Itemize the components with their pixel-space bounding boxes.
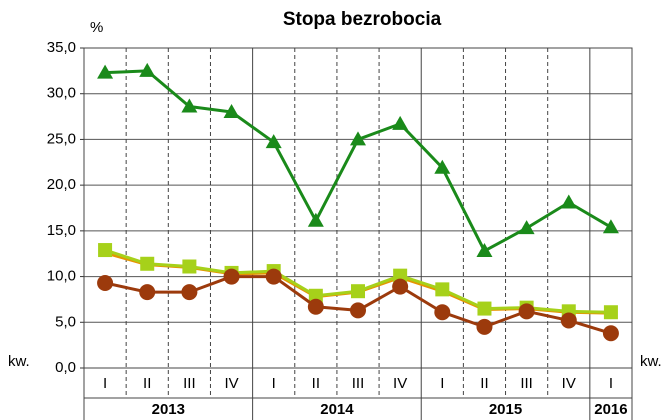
x-tick-label: I xyxy=(609,375,613,392)
year-label: 2013 xyxy=(152,401,185,418)
year-label: 2015 xyxy=(489,401,522,418)
y-tick-label: 10,0 xyxy=(47,268,76,285)
x-tick-label: III xyxy=(352,375,365,392)
x-unit-right: kw. xyxy=(640,353,662,370)
marker xyxy=(393,268,408,283)
marker xyxy=(518,220,535,235)
x-tick-label: I xyxy=(103,375,107,392)
x-tick-label: I xyxy=(272,375,276,392)
x-tick-label: IV xyxy=(393,375,407,392)
y-tick-label: 30,0 xyxy=(47,85,76,102)
marker xyxy=(351,284,365,299)
x-tick-label: III xyxy=(183,375,196,392)
marker xyxy=(181,98,198,113)
year-label: 2014 xyxy=(320,401,354,418)
marker xyxy=(307,212,324,227)
year-label: 2016 xyxy=(594,401,627,418)
marker xyxy=(560,194,577,209)
x-unit-left: kw. xyxy=(8,353,30,370)
marker xyxy=(223,104,240,118)
chart-title: Stopa bezrobocia xyxy=(283,9,442,30)
marker xyxy=(476,318,493,335)
x-tick-label: IV xyxy=(562,375,576,392)
marker xyxy=(182,259,197,274)
marker xyxy=(181,284,198,301)
marker xyxy=(350,131,366,146)
marker xyxy=(307,298,324,315)
marker xyxy=(308,288,323,303)
x-tick-label: II xyxy=(312,375,320,392)
y-tick-label: 5,0 xyxy=(55,313,76,330)
plot-frame xyxy=(83,47,633,369)
marker xyxy=(140,256,155,271)
y-tick-label: 20,0 xyxy=(47,176,76,193)
y-tick-label: 25,0 xyxy=(47,130,76,147)
marker xyxy=(477,301,492,316)
marker xyxy=(476,242,493,257)
marker xyxy=(602,219,619,234)
marker xyxy=(97,64,114,79)
y-tick-label: 35,0 xyxy=(47,39,76,56)
marker xyxy=(602,325,619,342)
marker xyxy=(518,303,535,320)
x-tick-label: II xyxy=(143,375,151,392)
y-unit: % xyxy=(90,19,103,36)
marker xyxy=(265,134,282,149)
x-tick-label: I xyxy=(440,375,444,392)
marker xyxy=(265,268,282,285)
marker xyxy=(435,282,450,297)
marker xyxy=(139,62,156,77)
y-tick-label: 0,0 xyxy=(55,359,76,376)
marker xyxy=(98,243,113,258)
marker xyxy=(223,268,240,285)
marker xyxy=(434,159,451,174)
marker xyxy=(392,115,409,130)
x-tick-label: III xyxy=(520,375,533,392)
marker xyxy=(560,312,577,329)
marker xyxy=(139,284,156,301)
x-tick-label: II xyxy=(480,375,488,392)
y-tick-label: 15,0 xyxy=(47,222,76,239)
x-tick-label: IV xyxy=(224,375,238,392)
series-line xyxy=(105,69,612,253)
marker xyxy=(392,278,409,295)
marker xyxy=(350,302,366,319)
marker xyxy=(97,274,114,291)
marker xyxy=(434,304,451,321)
marker xyxy=(603,305,618,320)
